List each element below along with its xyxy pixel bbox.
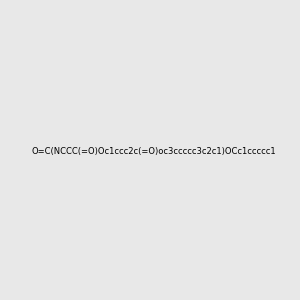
Text: O=C(NCCC(=O)Oc1ccc2c(=O)oc3ccccc3c2c1)OCc1ccccc1: O=C(NCCC(=O)Oc1ccc2c(=O)oc3ccccc3c2c1)OC…: [32, 147, 276, 156]
